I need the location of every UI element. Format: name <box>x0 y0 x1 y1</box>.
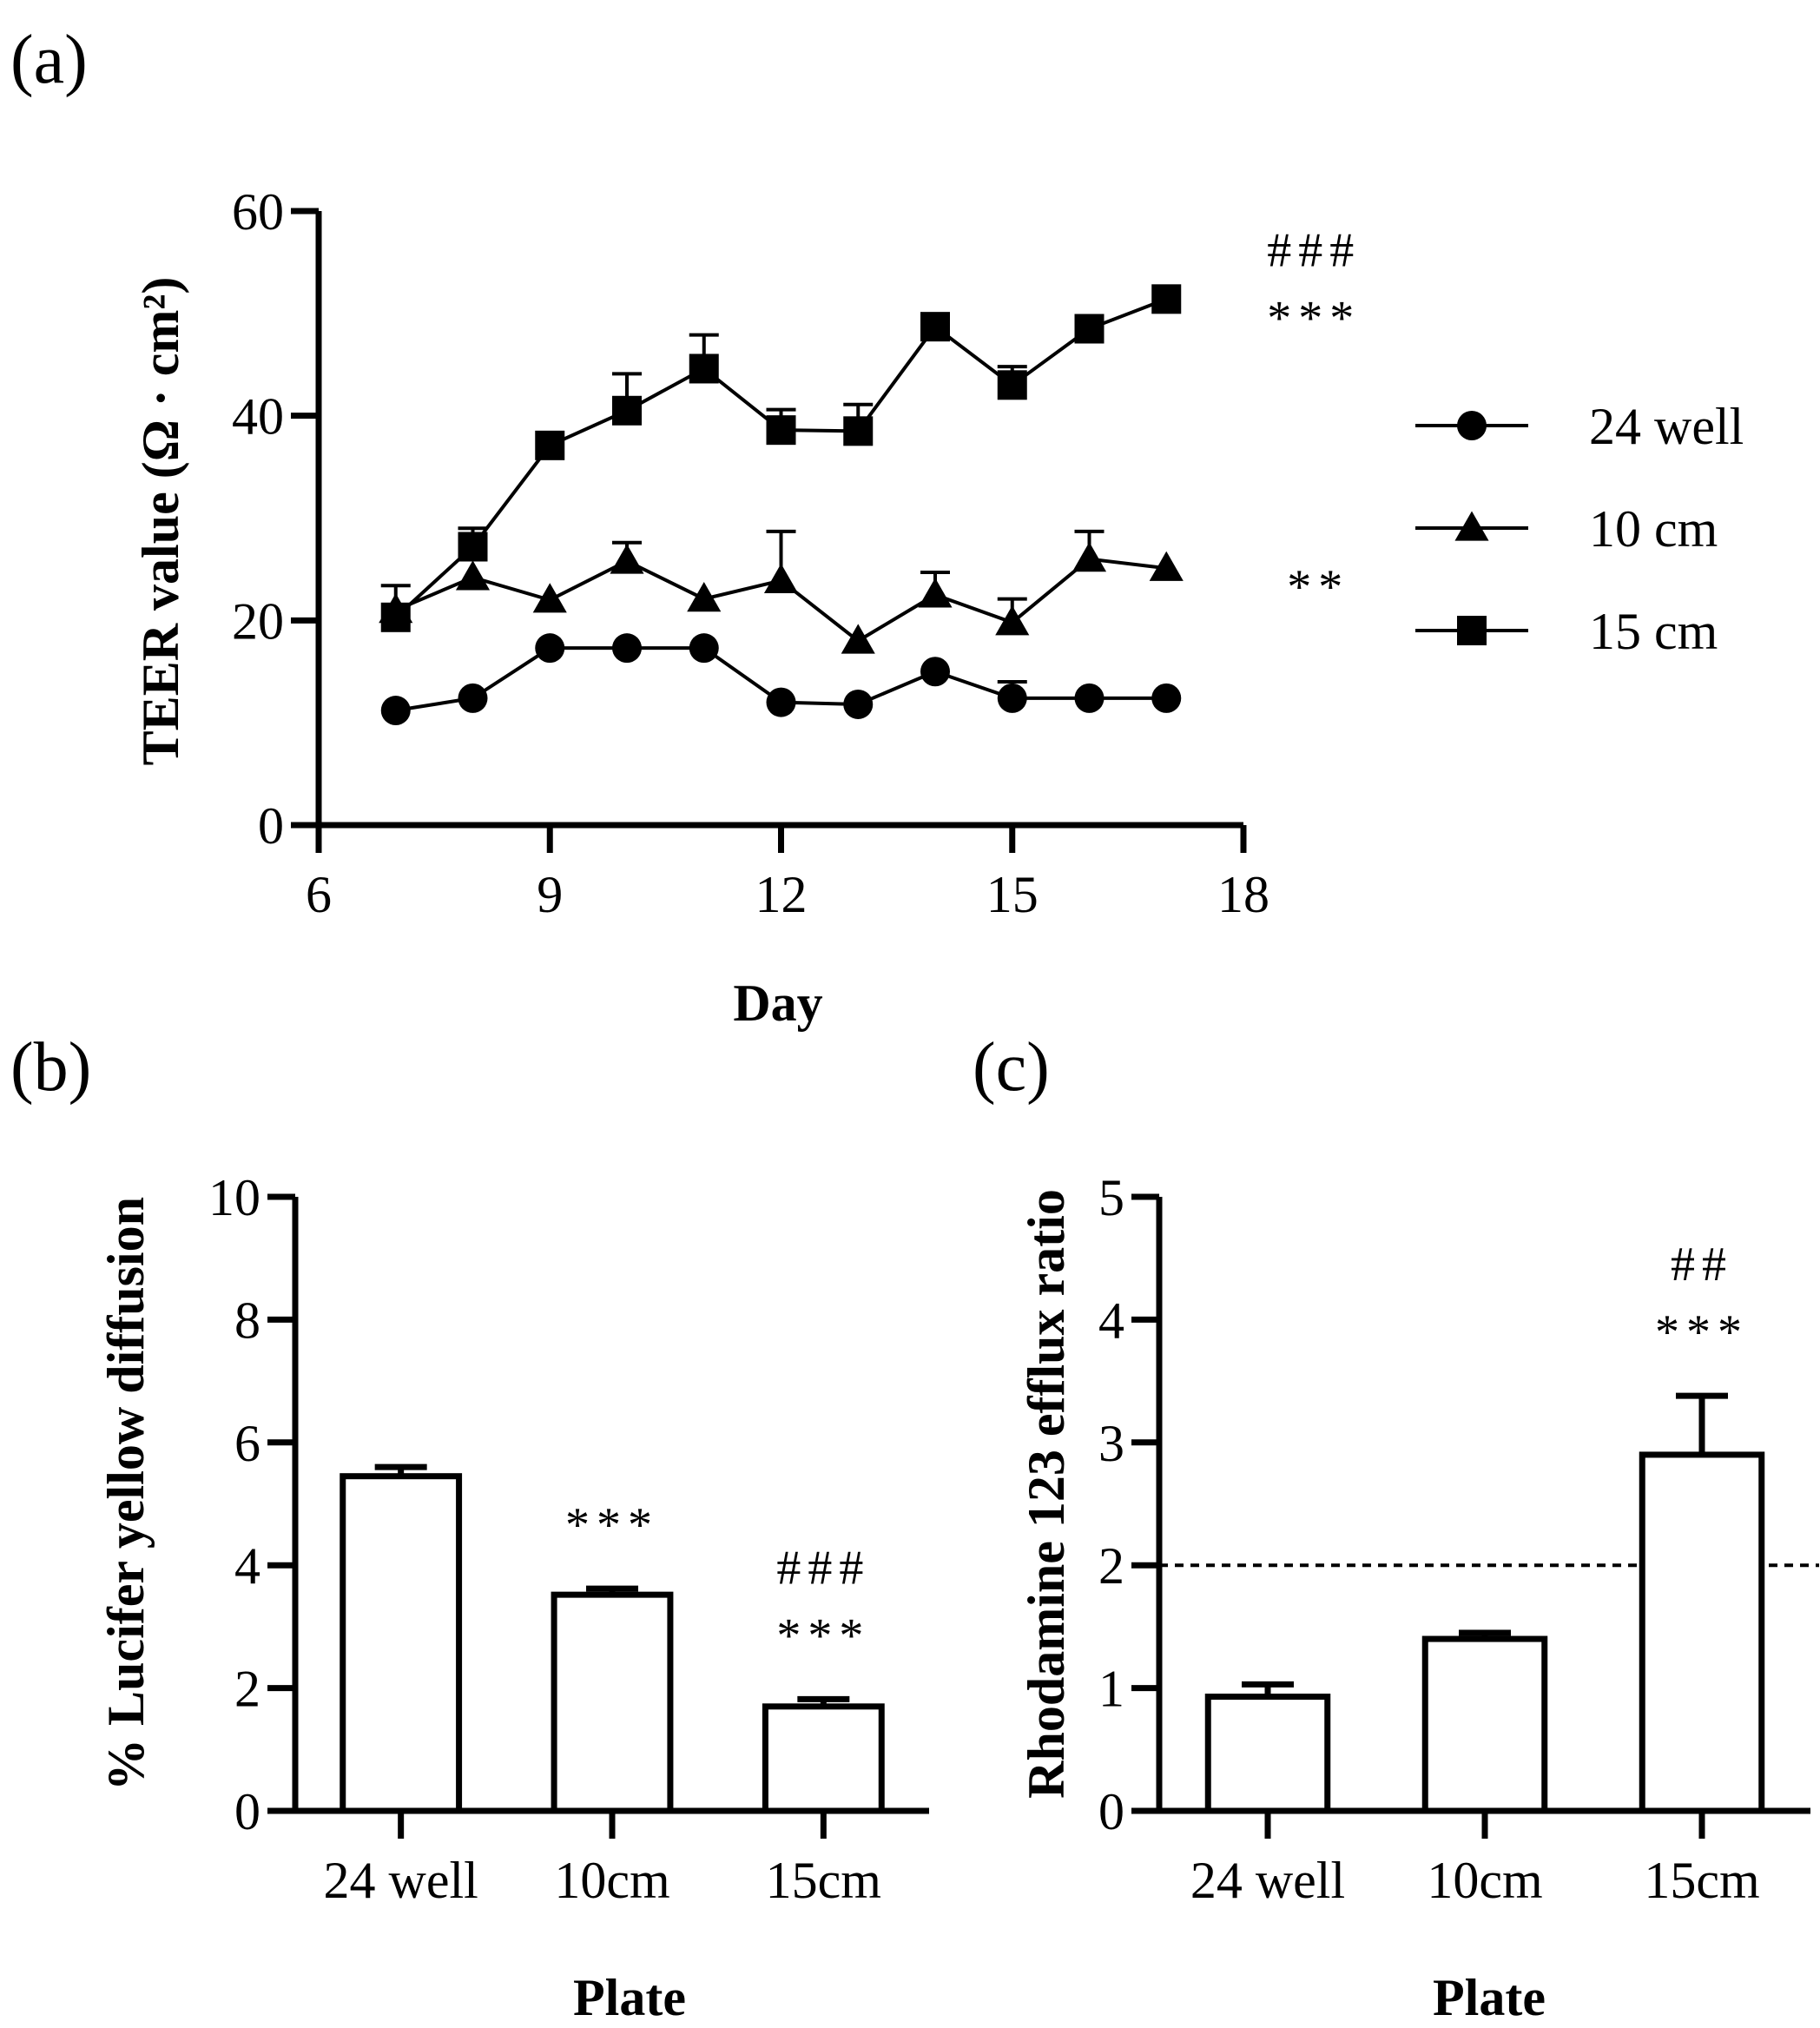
panel-a-point-24-well <box>997 683 1027 713</box>
panel-c-y-tick-label: 2 <box>1098 1537 1124 1595</box>
panel-a-point-15-cm <box>997 370 1027 400</box>
panel-b-bar-10cm <box>551 1591 674 1814</box>
panel-c-bar-24-well <box>1204 1693 1331 1814</box>
panel-a-point-24-well <box>766 687 796 717</box>
panel-a-point-15-cm <box>1074 314 1105 344</box>
panel-b-label: (b) <box>10 1029 91 1106</box>
panel-a-point-10-cm <box>1149 551 1184 581</box>
panel-b-y-tick-label: 6 <box>234 1415 260 1472</box>
panel-b-y-tick-label: 10 <box>208 1169 260 1226</box>
panel-a-point-15-cm <box>766 415 796 446</box>
panel-b-bar-24-well <box>340 1473 463 1814</box>
panel-a-point-10-cm <box>455 560 491 591</box>
panel-c-y-axis-title: Rhodamine 123 efflux ratio <box>1018 1189 1075 1799</box>
panel-a-point-24-well <box>535 633 565 664</box>
panel-a-annotation-stars-10cm: ** <box>1287 560 1349 614</box>
panel-c-x-tick-label-15cm: 15cm <box>1644 1852 1759 1909</box>
panel-b-annotation-15cm: *** <box>776 1609 870 1662</box>
panel-a-point-15-cm <box>1151 284 1182 314</box>
panel-a-point-24-well <box>920 657 950 687</box>
panel-a-y-tick-label: 60 <box>232 183 284 241</box>
panel-c-bar-10cm <box>1421 1635 1548 1814</box>
panel-c-bar-15cm <box>1639 1451 1765 1814</box>
legend-marker-10-cm <box>1454 511 1489 541</box>
panel-a-point-24-well <box>843 689 874 719</box>
panel-a-axes: 0 20 40 60 6 9 12 15 18 <box>232 183 1269 923</box>
panel-a-point-24-well <box>1074 683 1105 713</box>
legend-label-24-well: 24 well <box>1589 398 1744 455</box>
panel-a-series <box>379 284 1184 726</box>
panel-a-legend: 24 well 10 cm 15 cm <box>1415 398 1744 660</box>
panel-a-point-10-cm <box>763 563 799 594</box>
panel-a-x-tick-label: 6 <box>306 866 332 923</box>
panel-c-x-tick-label-24-well: 24 well <box>1190 1852 1345 1909</box>
panel-b-y-tick-label: 0 <box>234 1783 260 1840</box>
panel-b-y-tick-label: 4 <box>234 1537 260 1595</box>
panel-a-point-15-cm <box>612 395 642 426</box>
legend-marker-24-well <box>1457 411 1487 440</box>
panel-a-point-10-cm <box>687 582 722 612</box>
panel-a-x-tick-label: 9 <box>537 866 563 923</box>
panel-a-x-axis-title: Day <box>733 974 822 1032</box>
panel-a-point-24-well <box>380 696 411 726</box>
panel-c-y-tick-label: 1 <box>1098 1661 1124 1718</box>
panel-a-point-10-cm <box>610 544 644 574</box>
panel-b-y-axis-title: % Lucifer yellow diffusion <box>97 1197 155 1791</box>
panel-b-bar-15cm <box>762 1703 885 1814</box>
panel-a-x-tick-label: 12 <box>755 866 808 923</box>
panel-a-point-24-well <box>458 683 488 713</box>
panel-a-point-24-well <box>612 633 642 664</box>
panel-a-point-15-cm <box>843 416 874 446</box>
panel-c-label: (c) <box>973 1029 1050 1106</box>
legend-label-10-cm: 10 cm <box>1589 500 1718 558</box>
panel-c-y-tick-label: 0 <box>1098 1783 1124 1840</box>
panel-a-point-15-cm <box>458 532 488 562</box>
panel-a-teer-chart: (a) Day TEER value (Ω · cm²) 0 20 40 60 6 9 12… <box>10 22 1744 1032</box>
panel-b-y-tick-label: 2 <box>234 1661 260 1718</box>
panel-a-point-15-cm <box>920 312 950 342</box>
panel-a-y-tick-label: 40 <box>232 388 284 446</box>
legend-label-15-cm: 15 cm <box>1589 603 1718 660</box>
panel-c-y-tick-label: 5 <box>1098 1169 1124 1226</box>
panel-a-point-10-cm <box>1072 542 1107 572</box>
panel-c-annotation-15cm: ## <box>1671 1238 1733 1291</box>
panel-b-x-tick-label-24-well: 24 well <box>324 1852 478 1909</box>
panel-a-point-15-cm <box>380 602 411 632</box>
panel-b-x-tick-label-10cm: 10cm <box>554 1852 669 1909</box>
panel-b-annotation-15cm: ### <box>776 1541 870 1595</box>
panel-a-y-tick-label: 20 <box>232 592 284 650</box>
panel-a-x-tick-label: 15 <box>986 866 1039 923</box>
panel-a-y-tick-label: 0 <box>258 797 284 855</box>
panel-c-rhodamine-chart: (c) Plate Rhodamine 123 efflux ratio 0 1 2… <box>973 1029 1819 2026</box>
panel-c-plot: 0 1 2 3 4 5 24 well 10cm 15cm ## *** <box>1098 1169 1819 1909</box>
panel-a-annotation-hash: ### <box>1267 223 1361 277</box>
panel-a-y-axis-title: TEER value (Ω · cm²) <box>132 277 189 766</box>
panel-c-y-tick-label: 3 <box>1098 1415 1124 1472</box>
panel-b-annotation-10cm: *** <box>565 1498 659 1552</box>
panel-b-y-tick-label: 8 <box>234 1291 260 1349</box>
legend-marker-15-cm <box>1457 616 1487 645</box>
panel-a-point-15-cm <box>535 430 565 460</box>
panel-a-point-10-cm <box>918 578 953 608</box>
panel-a-annotation-stars-15cm: *** <box>1267 291 1361 345</box>
panel-b-plot: 0 2 4 6 8 10 24 well 10cm 15cm *** ### *** <box>208 1169 929 1909</box>
panel-b-lucifer-chart: (b) Plate % Lucifer yellow diffusion 024… <box>10 1029 929 2026</box>
panel-c-y-tick-label: 4 <box>1098 1291 1124 1349</box>
panel-c-annotation-15cm: *** <box>1655 1305 1749 1359</box>
panel-a-point-24-well <box>1151 683 1182 713</box>
panel-b-x-tick-label-15cm: 15cm <box>766 1852 881 1909</box>
panel-b-x-axis-title: Plate <box>573 1969 686 2026</box>
panel-a-point-10-cm <box>841 624 875 654</box>
panel-a-label: (a) <box>10 22 88 98</box>
panel-a-point-15-cm <box>689 353 719 384</box>
panel-a-point-10-cm <box>995 605 1030 636</box>
panel-a-point-24-well <box>689 633 719 664</box>
panel-c-x-axis-title: Plate <box>1433 1969 1546 2026</box>
panel-a-point-10-cm <box>532 583 567 613</box>
panel-a-x-tick-label: 18 <box>1217 866 1269 923</box>
panel-c-x-tick-label-10cm: 10cm <box>1427 1852 1542 1909</box>
